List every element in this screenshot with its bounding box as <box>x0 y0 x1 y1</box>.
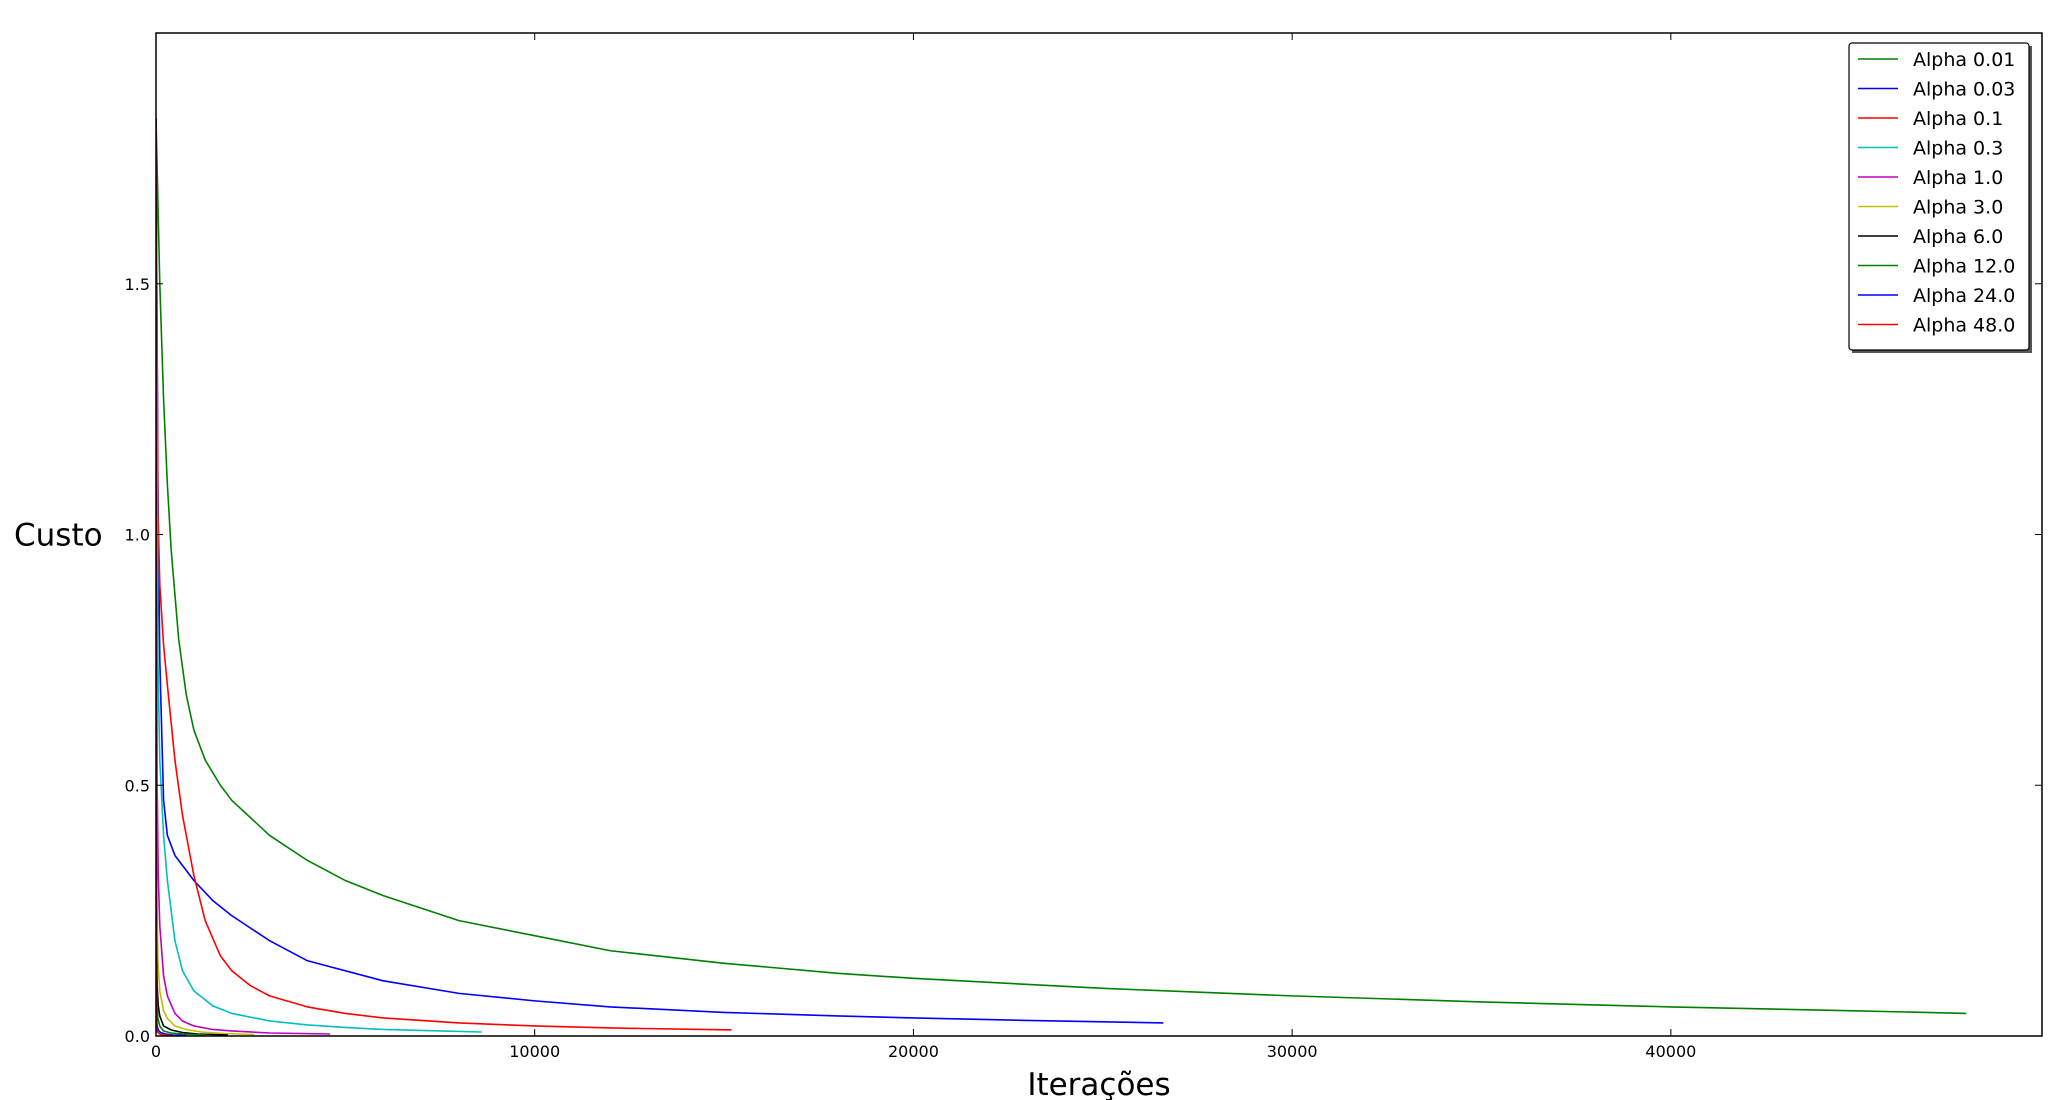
y-tick-label: 1.5 <box>125 275 150 294</box>
legend-label: Alpha 0.3 <box>1913 138 2003 160</box>
legend-label: Alpha 6.0 <box>1913 226 2003 248</box>
legend-label: Alpha 12.0 <box>1913 256 2015 278</box>
x-tick-label: 10000 <box>509 1042 560 1061</box>
series-line-3 <box>156 118 732 1031</box>
legend-box <box>1848 42 2030 351</box>
series-line-9 <box>156 118 187 1036</box>
plot-area <box>156 118 1967 1036</box>
legend-label: Alpha 0.1 <box>1913 108 2003 130</box>
series-line-6 <box>156 118 255 1036</box>
series-line-5 <box>156 118 331 1035</box>
axis-ticks: 0 10000 20000 30000 40000 0.0 0.5 1.0 1.5 <box>125 33 2042 1061</box>
series-line-8 <box>156 118 206 1036</box>
legend: Alpha 0.01 Alpha 0.03 Alpha 0.1 Alpha 0.3 Al… <box>1848 42 2032 353</box>
y-tick-label: 0.0 <box>125 1027 150 1046</box>
legend-label: Alpha 1.0 <box>1913 167 2003 189</box>
legend-label: Alpha 0.03 <box>1913 79 2015 101</box>
series-line-7 <box>156 118 228 1036</box>
plot-frame <box>155 32 2043 1037</box>
legend-label: Alpha 3.0 <box>1913 197 2003 219</box>
y-tick-label: 1.0 <box>125 526 150 545</box>
legend-label: Alpha 48.0 <box>1913 315 2015 337</box>
x-tick-label: 0 <box>151 1042 161 1061</box>
y-tick-label: 0.5 <box>125 776 150 795</box>
x-tick-label: 30000 <box>1267 1042 1318 1061</box>
series-line-2 <box>156 118 1164 1024</box>
x-axis-label: Iterações <box>1027 1067 1170 1100</box>
series-line-1 <box>156 118 1967 1015</box>
series-line-4 <box>156 118 482 1033</box>
y-axis-label: Custo <box>14 518 103 554</box>
x-tick-label: 40000 <box>1645 1042 1696 1061</box>
legend-label: Alpha 0.01 <box>1913 49 2015 71</box>
x-tick-label: 20000 <box>888 1042 939 1061</box>
legend-label: Alpha 24.0 <box>1913 285 2015 307</box>
